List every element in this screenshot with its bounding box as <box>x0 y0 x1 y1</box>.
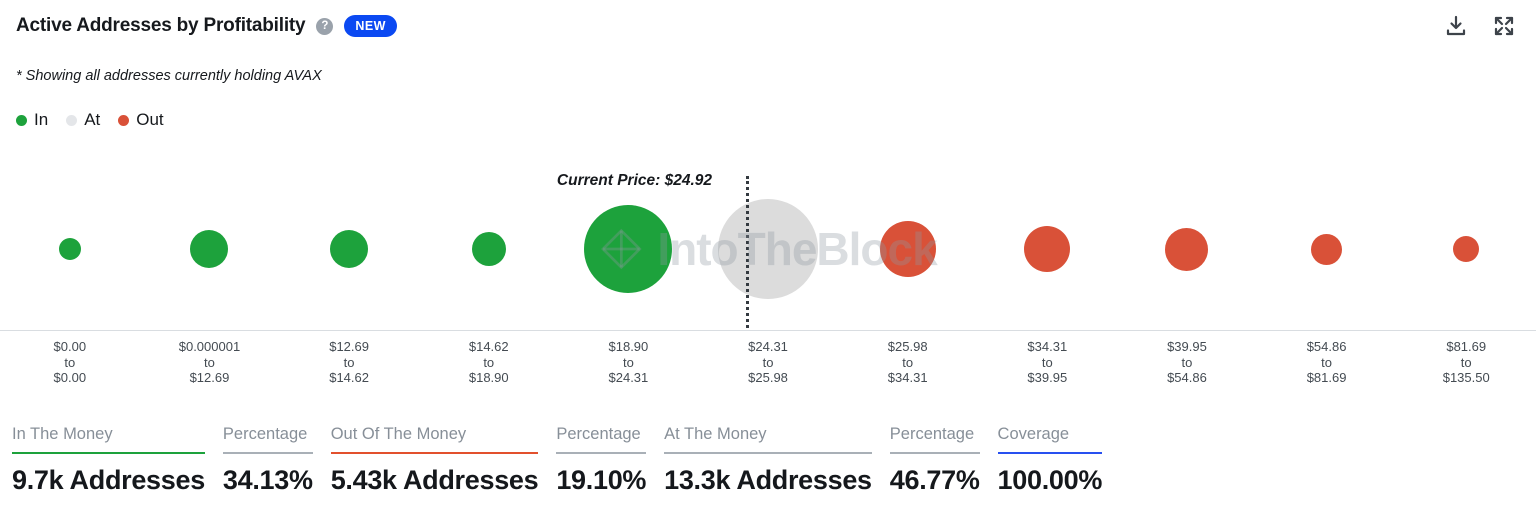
current-price-label: Current Price: $24.92 <box>556 172 712 189</box>
stat-label: Percentage <box>556 425 647 454</box>
bubble-row <box>0 168 1536 330</box>
bubble-cell <box>140 168 280 330</box>
stat-label: Coverage <box>997 425 1103 454</box>
bubble-chart: Current Price: $24.92 IntoTheBlock $0.00… <box>0 168 1536 387</box>
bubble-out-6[interactable] <box>879 221 936 277</box>
summary-stats: In The Money 9.7k Addresses Percentage 34.1… <box>12 425 1536 496</box>
stat-percentage: Percentage 19.10% <box>556 425 646 496</box>
stat-label: At The Money <box>664 425 872 454</box>
x-axis-range-label: $14.62 to $18.90 <box>468 339 509 385</box>
stat-percentage: Percentage 34.13% <box>222 425 313 496</box>
stat-label: Percentage <box>889 425 980 454</box>
bubble-out-7[interactable] <box>1024 226 1071 272</box>
bubble-in-4[interactable] <box>584 205 673 293</box>
bubble-cell <box>698 168 838 330</box>
legend-dot-icon <box>118 114 130 126</box>
page-title: Active Addresses by Profitability <box>16 15 306 36</box>
stat-percentage: Percentage 46.77% <box>889 425 980 496</box>
legend-dot-icon <box>16 114 27 126</box>
stat-label: Percentage <box>222 425 313 454</box>
bubble-cell <box>1257 168 1397 330</box>
bubble-in-1[interactable] <box>190 230 229 268</box>
stat-value: 19.10% <box>556 465 647 495</box>
chart-note: * Showing all addresses currently holdin… <box>16 68 322 84</box>
bubble-in-2[interactable] <box>330 230 369 268</box>
x-axis-range-label: $0.00 to $0.00 <box>53 339 87 385</box>
stat-value: 5.43k Addresses <box>330 465 539 495</box>
bubble-cell <box>279 168 419 330</box>
bubble-out-10[interactable] <box>1453 236 1480 262</box>
bubble-cell <box>0 168 140 330</box>
x-axis-line <box>0 330 1536 331</box>
stat-label: In The Money <box>12 425 205 454</box>
x-axis-range-label: $0.000001 to $12.69 <box>178 339 241 385</box>
bubble-out-8[interactable] <box>1165 227 1209 271</box>
x-axis-range-label: $39.95 to $54.86 <box>1167 339 1207 385</box>
x-axis-range-label: $18.90 to $24.31 <box>608 339 649 385</box>
chart-header: Active Addresses by Profitability ? NEW <box>0 0 1536 38</box>
stat-coverage: Coverage 100.00% <box>997 425 1103 496</box>
header-left: Active Addresses by Profitability ? NEW <box>16 15 397 37</box>
legend-dot-icon <box>66 114 78 126</box>
x-axis-range-label: $12.69 to $14.62 <box>329 339 369 385</box>
download-icon <box>1446 15 1466 36</box>
x-axis-range-label: $81.69 to $135.50 <box>1442 339 1490 385</box>
legend-item-in[interactable]: In <box>16 110 48 130</box>
stat-value: 9.7k Addresses <box>12 465 205 495</box>
new-badge: NEW <box>344 15 397 37</box>
bubble-in-3[interactable] <box>471 232 506 266</box>
current-price-line <box>746 176 749 328</box>
help-icon[interactable]: ? <box>316 17 334 35</box>
bubble-in-0[interactable] <box>58 238 81 260</box>
x-axis-range-label: $54.86 to $81.69 <box>1306 339 1347 385</box>
legend-label: At <box>84 110 101 129</box>
bubble-cell <box>977 168 1117 330</box>
expand-icon <box>1494 16 1514 36</box>
bubble-cell <box>1117 168 1257 330</box>
stat-out-of-the-money: Out Of The Money 5.43k Addresses <box>330 425 539 496</box>
bubble-cell <box>559 168 699 330</box>
fullscreen-button[interactable] <box>1492 14 1516 38</box>
stat-in-the-money: In The Money 9.7k Addresses <box>12 425 205 496</box>
bubble-cell <box>1396 168 1536 330</box>
bubble-cell <box>838 168 978 330</box>
header-actions <box>1444 14 1516 38</box>
bubble-at-5[interactable] <box>718 199 819 299</box>
legend-item-out[interactable]: Out <box>118 110 164 130</box>
x-axis-range-label: $25.98 to $34.31 <box>887 339 928 385</box>
download-button[interactable] <box>1444 14 1468 38</box>
legend-label: In <box>34 110 49 129</box>
stat-value: 13.3k Addresses <box>664 465 872 495</box>
x-axis-labels: $0.00 to $0.00 $0.000001 to $12.69 $12.69 to $14… <box>0 339 1536 386</box>
stat-value: 34.13% <box>222 465 313 495</box>
legend: In At Out <box>16 110 1536 130</box>
legend-label: Out <box>136 110 164 129</box>
x-axis-range-label: $24.31 to $25.98 <box>748 339 788 385</box>
stat-at-the-money: At The Money 13.3k Addresses <box>664 425 872 496</box>
x-axis-range-label: $34.31 to $39.95 <box>1027 339 1068 385</box>
stat-value: 46.77% <box>889 465 980 495</box>
stat-value: 100.00% <box>997 465 1103 495</box>
legend-item-at[interactable]: At <box>66 110 100 130</box>
bubble-cell <box>419 168 559 330</box>
stat-label: Out Of The Money <box>330 425 539 454</box>
bubble-out-9[interactable] <box>1311 233 1343 265</box>
